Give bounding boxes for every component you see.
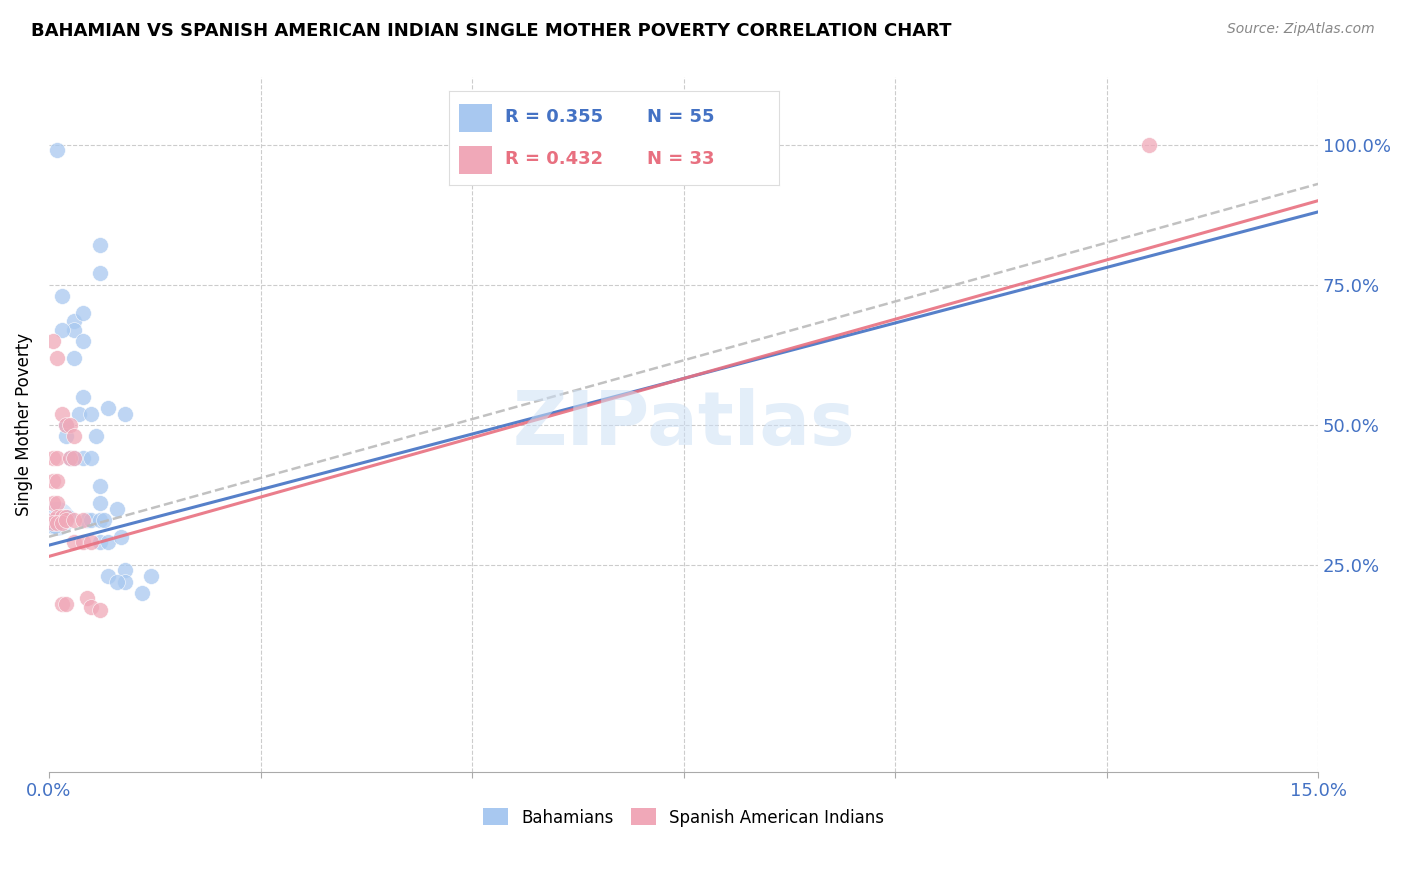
Point — [51, 597, 73, 611]
Point — [89, 267, 111, 281]
Point — [1137, 137, 1160, 152]
Point — [42, 334, 65, 348]
Point — [72, 535, 94, 549]
Text: BAHAMIAN VS SPANISH AMERICAN INDIAN SINGLE MOTHER POVERTY CORRELATION CHART: BAHAMIAN VS SPANISH AMERICAN INDIAN SING… — [31, 22, 952, 40]
Point — [51, 510, 73, 524]
Point — [46, 496, 69, 510]
Point — [72, 390, 94, 404]
Point — [63, 451, 86, 466]
Point — [51, 516, 73, 530]
Point — [46, 513, 69, 527]
Point — [42, 516, 65, 530]
Point — [46, 143, 69, 157]
Point — [97, 401, 120, 415]
Point — [46, 451, 69, 466]
Point — [84, 429, 107, 443]
Point — [80, 407, 103, 421]
Legend: Bahamians, Spanish American Indians: Bahamians, Spanish American Indians — [477, 802, 890, 833]
Point — [114, 563, 136, 577]
Point — [46, 510, 69, 524]
Point — [89, 513, 111, 527]
Point — [42, 510, 65, 524]
Point — [42, 516, 65, 530]
Point — [89, 535, 111, 549]
Point — [55, 417, 77, 432]
Point — [114, 574, 136, 589]
Point — [46, 351, 69, 365]
Point — [63, 535, 86, 549]
Point — [80, 599, 103, 614]
Point — [51, 407, 73, 421]
Point — [55, 597, 77, 611]
Point — [72, 451, 94, 466]
Point — [56, 510, 79, 524]
Point — [48, 513, 70, 527]
Point — [93, 513, 115, 527]
Point — [72, 306, 94, 320]
Point — [42, 518, 65, 533]
Point — [46, 510, 69, 524]
Point — [80, 451, 103, 466]
Point — [72, 513, 94, 527]
Point — [46, 474, 69, 488]
Point — [55, 513, 77, 527]
Point — [53, 510, 76, 524]
Text: Source: ZipAtlas.com: Source: ZipAtlas.com — [1227, 22, 1375, 37]
Point — [44, 518, 66, 533]
Point — [89, 602, 111, 616]
Point — [97, 569, 120, 583]
Point — [63, 351, 86, 365]
Point — [110, 530, 132, 544]
Point — [48, 510, 70, 524]
Point — [55, 417, 77, 432]
Point — [89, 479, 111, 493]
Y-axis label: Single Mother Poverty: Single Mother Poverty — [15, 334, 32, 516]
Point — [89, 496, 111, 510]
Point — [63, 429, 86, 443]
Point — [89, 238, 111, 252]
Point — [42, 513, 65, 527]
Point — [44, 516, 66, 530]
Point — [46, 512, 69, 526]
Point — [59, 451, 82, 466]
Point — [97, 535, 120, 549]
Text: ZIPatlas: ZIPatlas — [512, 388, 855, 461]
Point — [46, 516, 69, 530]
Point — [131, 586, 153, 600]
Point — [42, 496, 65, 510]
Point — [44, 513, 66, 527]
Point — [51, 322, 73, 336]
Point — [59, 417, 82, 432]
Point — [51, 289, 73, 303]
Point — [42, 513, 65, 527]
Point — [44, 510, 66, 524]
Point — [80, 535, 103, 549]
Point — [76, 591, 98, 606]
Point — [63, 322, 86, 336]
Point — [76, 513, 98, 527]
Point — [72, 334, 94, 348]
Point — [114, 407, 136, 421]
Point — [59, 451, 82, 466]
Point — [63, 513, 86, 527]
Point — [55, 510, 77, 524]
Point — [105, 501, 128, 516]
Point — [63, 451, 86, 466]
Point — [42, 474, 65, 488]
Point — [55, 510, 77, 524]
Point — [139, 569, 162, 583]
Point — [42, 451, 65, 466]
Point — [63, 314, 86, 328]
Point — [55, 429, 77, 443]
Point — [105, 574, 128, 589]
Point — [51, 510, 73, 524]
Point — [67, 407, 90, 421]
Point — [46, 516, 69, 530]
Point — [80, 513, 103, 527]
